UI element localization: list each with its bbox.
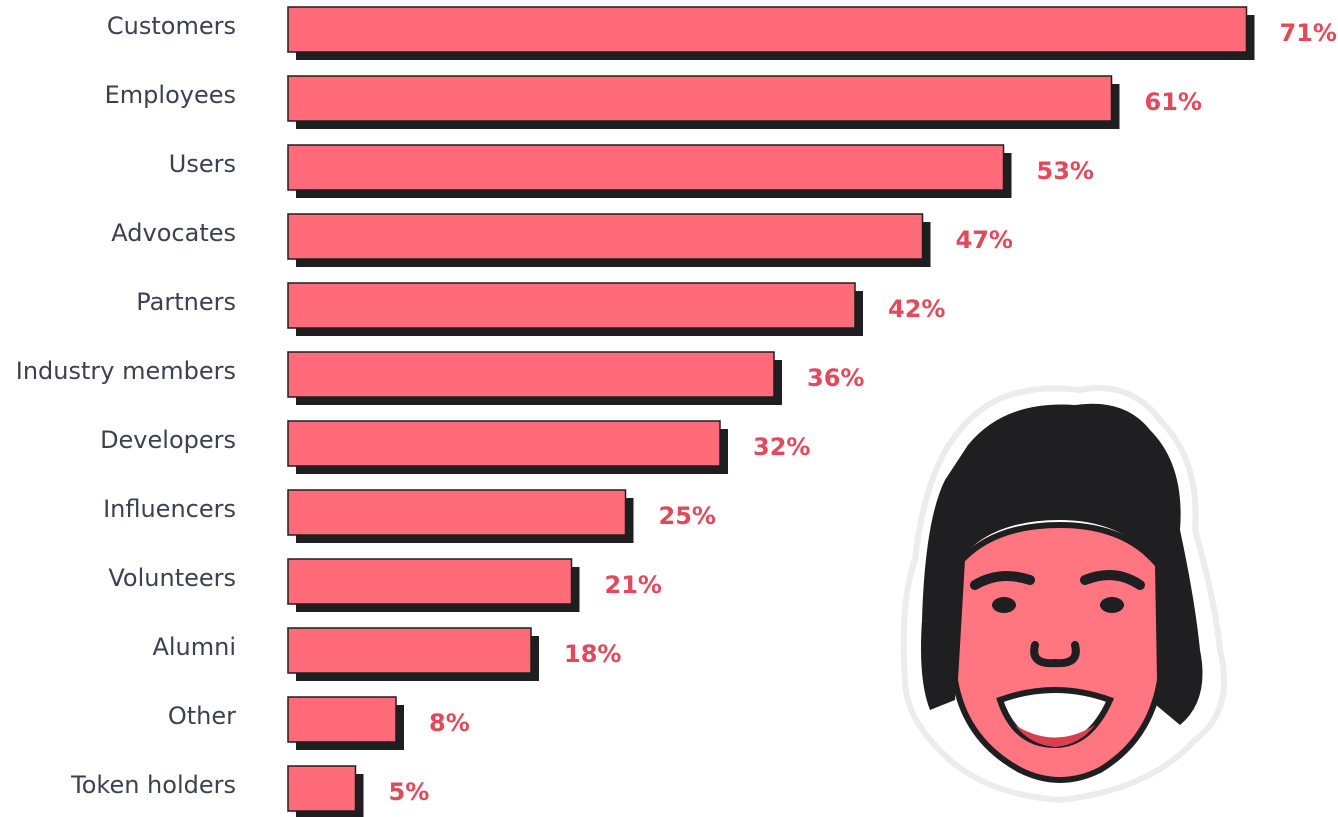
- category-label: Developers: [100, 426, 236, 454]
- category-label: Alumni: [152, 633, 236, 661]
- value-label: 18%: [564, 640, 621, 668]
- bar: [288, 283, 855, 328]
- bar: [288, 352, 774, 397]
- value-label: 47%: [956, 226, 1013, 254]
- bar: [288, 7, 1247, 52]
- bar: [288, 559, 572, 604]
- category-label: Partners: [136, 288, 236, 316]
- bar: [288, 145, 1004, 190]
- category-label: Influencers: [103, 495, 236, 523]
- value-label: 32%: [753, 433, 810, 461]
- value-label: 25%: [659, 502, 716, 530]
- bar: [288, 628, 531, 673]
- value-label: 53%: [1037, 157, 1094, 185]
- category-label: Other: [168, 702, 236, 730]
- bar: [288, 76, 1112, 121]
- bar: [288, 214, 923, 259]
- category-label: Token holders: [70, 771, 236, 799]
- category-label: Volunteers: [108, 564, 236, 592]
- category-label: Employees: [105, 81, 236, 109]
- value-label: 36%: [807, 364, 864, 392]
- illustration: [904, 388, 1224, 800]
- value-label: 42%: [888, 295, 945, 323]
- value-label: 21%: [605, 571, 662, 599]
- value-label: 61%: [1145, 88, 1202, 116]
- value-label: 8%: [429, 709, 470, 737]
- category-label: Industry members: [16, 357, 236, 385]
- category-label: Customers: [107, 12, 236, 40]
- bar: [288, 490, 626, 535]
- chart: Customers 71% Employees 61% Users 53% Advocate…: [0, 0, 1338, 817]
- value-label: 5%: [389, 778, 430, 806]
- page: Customers 71% Employees 61% Users 53% Advocate…: [0, 0, 1338, 817]
- bar: [288, 697, 396, 742]
- category-label: Advocates: [111, 219, 236, 247]
- category-label: Users: [169, 150, 236, 178]
- value-label: 71%: [1280, 19, 1337, 47]
- bar: [288, 421, 720, 466]
- bar: [288, 766, 356, 811]
